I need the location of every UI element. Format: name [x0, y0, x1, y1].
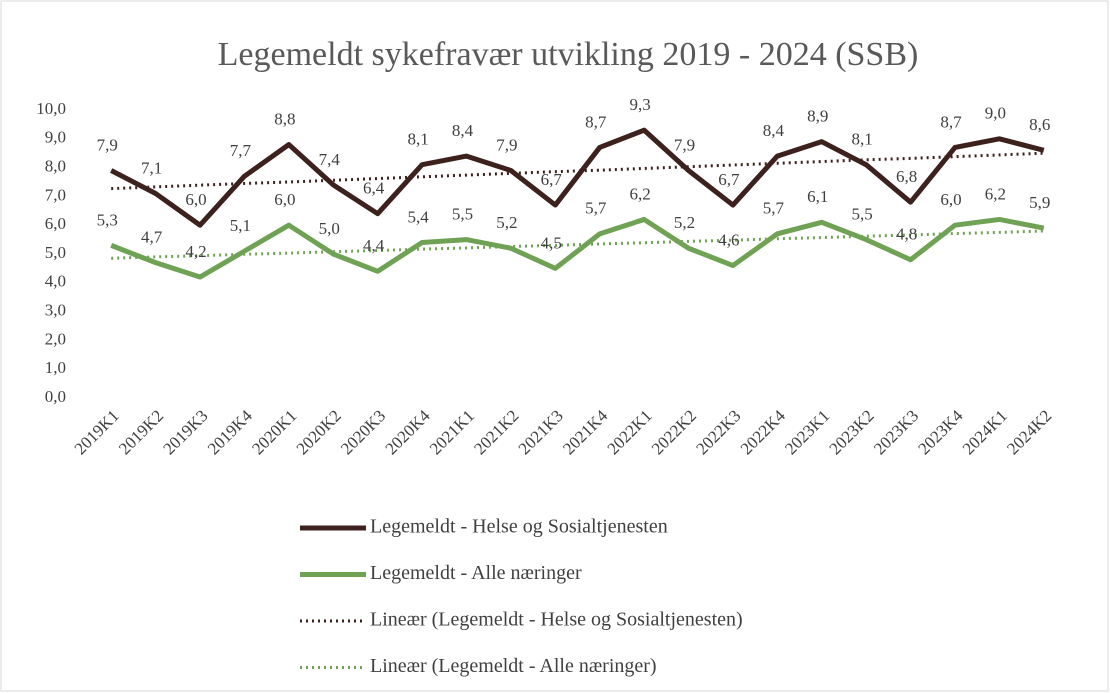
- data-label: 5,2: [496, 213, 517, 232]
- data-label: 5,0: [319, 219, 340, 238]
- y-tick-label: 1,0: [45, 358, 66, 377]
- data-label: 4,8: [896, 225, 917, 244]
- data-label: 4,2: [185, 242, 206, 261]
- y-tick-label: 9,0: [45, 128, 66, 147]
- y-tick-label: 6,0: [45, 214, 66, 233]
- legend-label: Legemeldt - Alle næringer: [370, 562, 582, 584]
- data-label: 8,1: [852, 130, 873, 149]
- legend-label: Legemeldt - Helse og Sosialtjenesten: [370, 516, 668, 538]
- data-label: 6,1: [807, 187, 828, 206]
- y-tick-label: 2,0: [45, 329, 66, 348]
- data-label: 7,9: [97, 135, 118, 154]
- data-label: 4,6: [718, 230, 739, 249]
- data-label: 8,4: [763, 121, 785, 140]
- data-label: 6,2: [629, 184, 650, 203]
- data-label: 5,2: [674, 213, 695, 232]
- data-label: 4,4: [363, 236, 385, 255]
- data-label: 5,5: [452, 205, 473, 224]
- data-label: 6,8: [896, 167, 917, 186]
- data-label: 5,9: [1029, 193, 1050, 212]
- y-tick-label: 5,0: [45, 243, 66, 262]
- series-line: [110, 127, 1045, 228]
- data-label: 7,9: [496, 135, 517, 154]
- y-tick-label: 0,0: [45, 387, 66, 406]
- data-label: 9,3: [629, 95, 650, 114]
- data-label: 8,7: [585, 112, 607, 131]
- y-tick-label: 10,0: [36, 99, 66, 118]
- data-label: 8,1: [407, 130, 428, 149]
- data-label: 5,1: [230, 216, 251, 235]
- data-label: 8,8: [274, 109, 295, 128]
- data-label: 5,7: [585, 199, 607, 218]
- data-label: 4,5: [541, 233, 562, 252]
- data-label: 7,1: [141, 158, 162, 177]
- data-label: 9,0: [985, 104, 1006, 123]
- data-label: 7,9: [674, 135, 695, 154]
- data-label: 5,7: [763, 199, 785, 218]
- data-label: 6,7: [541, 170, 563, 189]
- y-tick-label: 8,0: [45, 157, 66, 176]
- data-label: 5,5: [852, 205, 873, 224]
- data-label: 8,7: [940, 112, 962, 131]
- data-label: 8,6: [1029, 115, 1050, 134]
- data-label: 6,0: [185, 190, 206, 209]
- data-label: 4,7: [141, 228, 163, 247]
- data-label: 5,4: [407, 207, 429, 226]
- data-label: 7,4: [319, 150, 341, 169]
- series-line: [110, 216, 1045, 280]
- data-label: 6,2: [985, 184, 1006, 203]
- y-tick-label: 4,0: [45, 272, 66, 291]
- data-label: 6,0: [940, 190, 961, 209]
- data-label: 8,4: [452, 121, 474, 140]
- data-label: 6,7: [718, 170, 740, 189]
- chart-title: Legemeldt sykefravær utvikling 2019 - 20…: [218, 36, 919, 73]
- data-label: 6,0: [274, 190, 295, 209]
- y-tick-label: 7,0: [45, 185, 66, 204]
- data-label: 5,3: [97, 210, 118, 229]
- data-label: 7,7: [230, 141, 252, 160]
- data-label: 6,4: [363, 179, 385, 198]
- legend-label: Lineær (Legemeldt - Helse og Sosialtjene…: [370, 609, 743, 631]
- y-tick-label: 3,0: [45, 301, 66, 320]
- data-label: 8,9: [807, 107, 828, 126]
- legend-label: Lineær (Legemeldt - Alle næringer): [370, 655, 657, 677]
